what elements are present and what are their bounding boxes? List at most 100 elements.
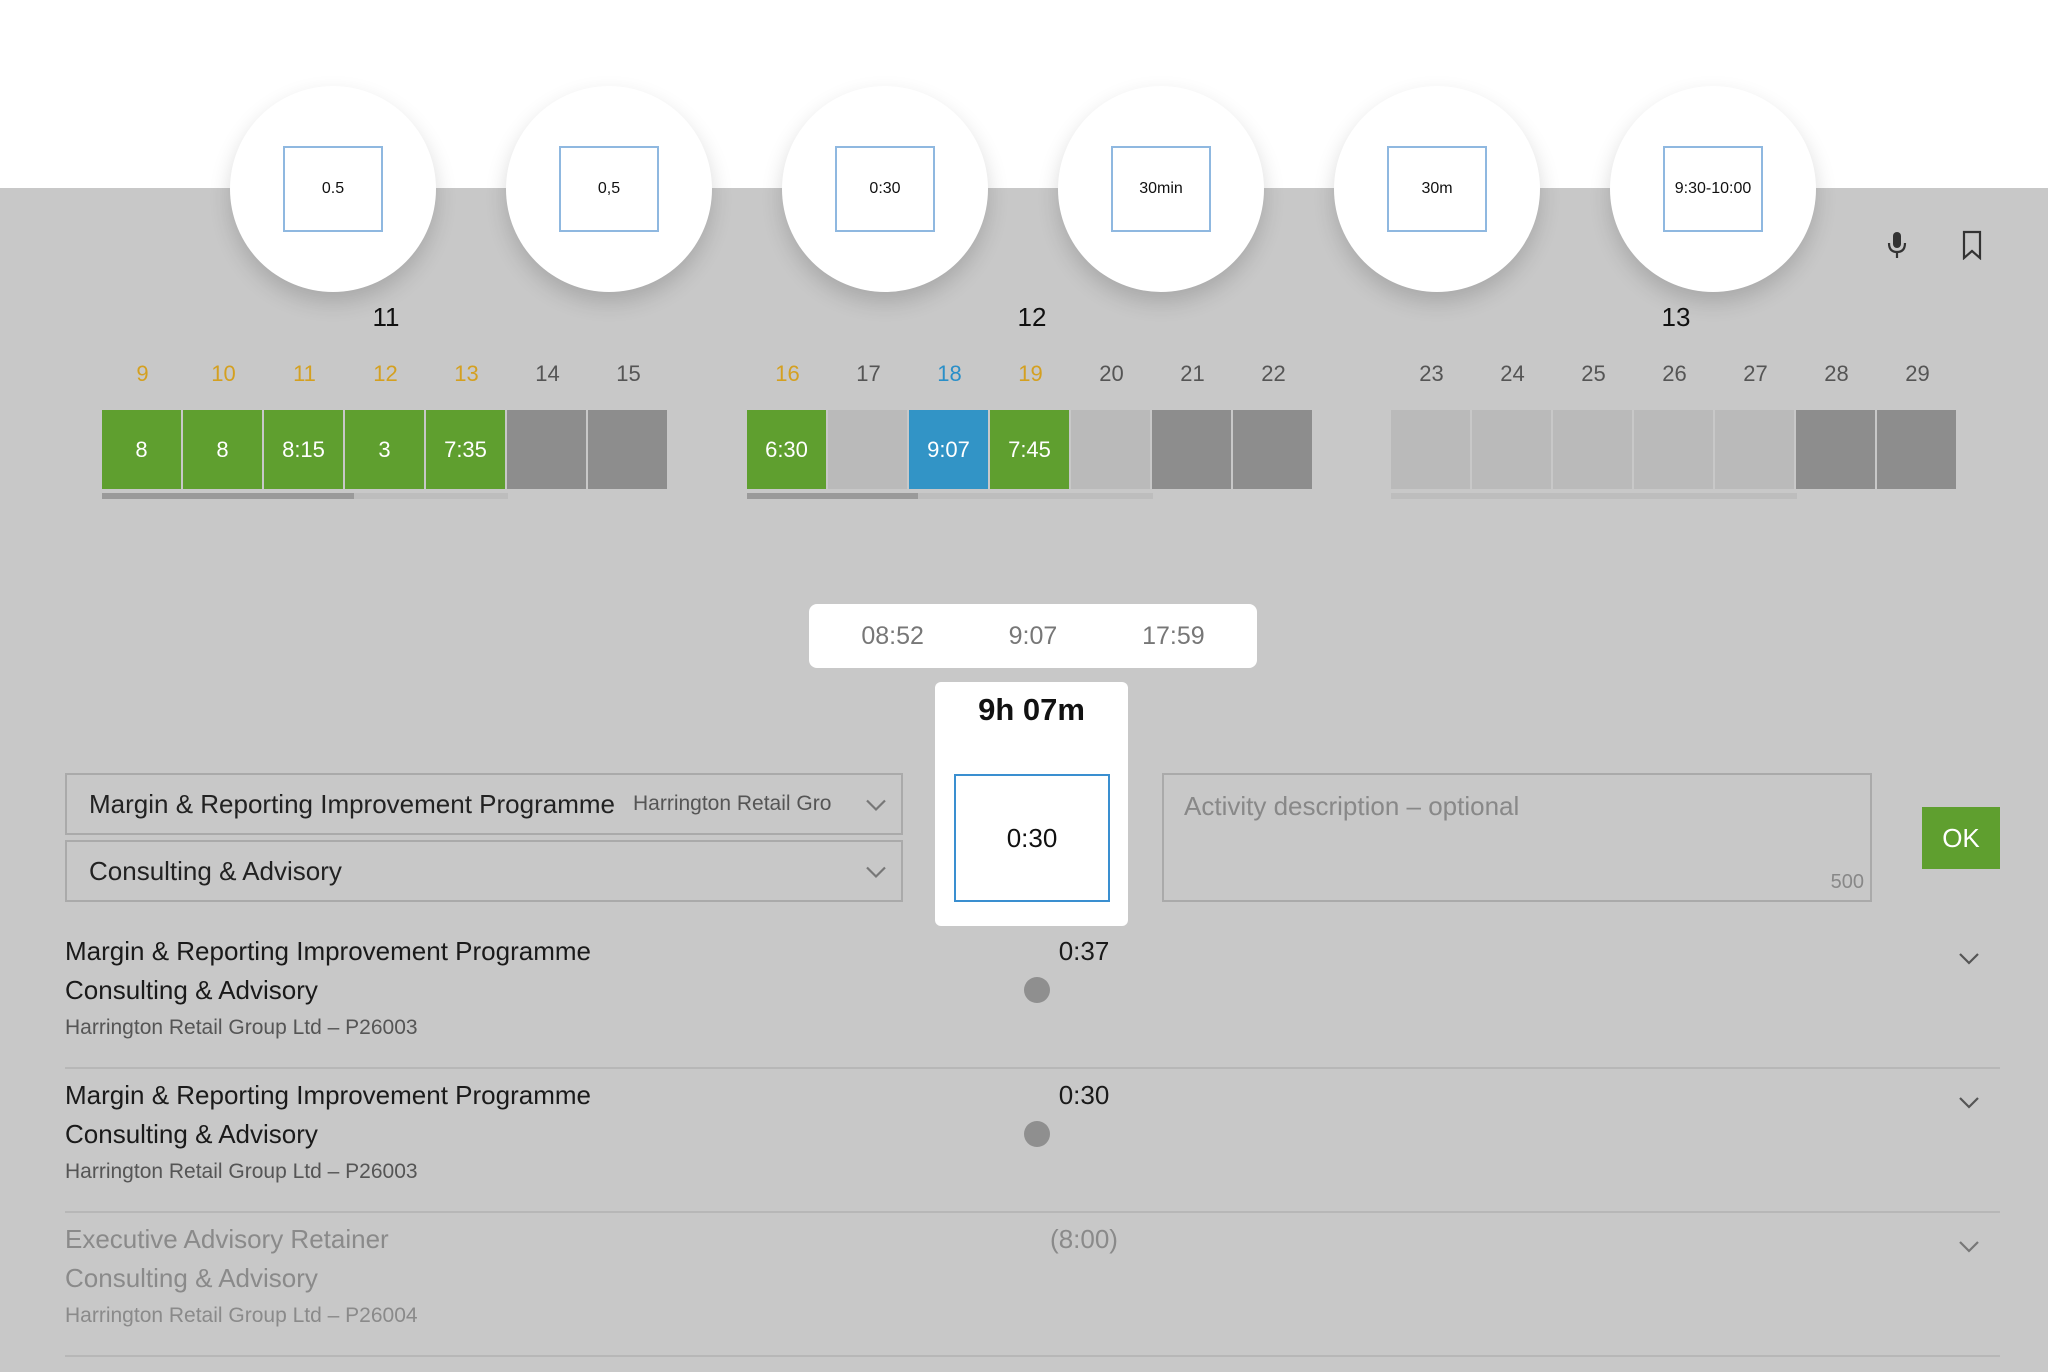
entry-time: 0:37	[1058, 936, 1110, 966]
week-progress-fill	[102, 493, 354, 499]
day-cell[interactable]	[1071, 410, 1150, 489]
time-entry[interactable]: Margin & Reporting Improvement Programme…	[65, 1070, 2000, 1213]
activity-select-value: Consulting & Advisory	[89, 855, 342, 886]
format-example-3: 0:30	[835, 146, 935, 232]
microphone-icon[interactable]	[1880, 228, 1914, 262]
week-label-11: 11	[372, 302, 400, 332]
day-cell[interactable]	[1634, 410, 1713, 489]
entry-time: (8:00)	[1050, 1224, 1118, 1254]
day-cell[interactable]: 7:45	[990, 410, 1069, 489]
day-total-time: 9:07	[1008, 621, 1058, 650]
day-number: 16	[775, 361, 800, 386]
entry-activity: Consulting & Advisory	[65, 975, 318, 1005]
day-cell[interactable]: 8	[183, 410, 262, 489]
day-number: 20	[1099, 361, 1124, 386]
day-number: 13	[454, 361, 479, 386]
entry-client: Harrington Retail Group Ltd – P26003	[65, 1016, 418, 1039]
entry-activity: Consulting & Advisory	[65, 1263, 318, 1293]
format-bubble-5: 30m	[1334, 86, 1540, 292]
chevron-down-icon[interactable]	[1958, 952, 1980, 971]
day-cell[interactable]: 3	[345, 410, 424, 489]
chevron-down-icon[interactable]	[1958, 1240, 1980, 1259]
day-cell[interactable]	[1391, 410, 1470, 489]
entry-client: Harrington Retail Group Ltd – P26003	[65, 1160, 418, 1183]
ok-button[interactable]: OK	[1922, 807, 2000, 869]
day-number: 9	[136, 361, 149, 386]
week-label-12: 12	[1017, 302, 1047, 332]
day-number: 11	[293, 361, 316, 386]
day-cell[interactable]	[1553, 410, 1632, 489]
day-number: 25	[1581, 361, 1606, 386]
entry-project: Margin & Reporting Improvement Programme	[65, 936, 591, 966]
day-number: 19	[1018, 361, 1043, 386]
time-entry[interactable]: Margin & Reporting Improvement Programme…	[65, 926, 2000, 1069]
week-label-13: 13	[1661, 302, 1691, 332]
day-number: 27	[1743, 361, 1768, 386]
day-cell[interactable]	[1233, 410, 1312, 489]
day-number: 29	[1905, 361, 1930, 386]
week-progress-fill	[747, 493, 918, 499]
day-number: 18	[937, 361, 962, 386]
day-cell[interactable]	[588, 410, 667, 489]
day-cell[interactable]	[1877, 410, 1956, 489]
day-number: 21	[1180, 361, 1205, 386]
description-placeholder: Activity description – optional	[1184, 791, 1520, 821]
format-bubble-2: 0,5	[506, 86, 712, 292]
day-start-time[interactable]: 08:52	[861, 621, 924, 650]
chevron-down-icon	[865, 789, 887, 820]
duration-total: 9h 07m	[978, 692, 1085, 727]
day-number: 10	[211, 361, 236, 386]
day-cell[interactable]: 6:30	[747, 410, 826, 489]
duration-input[interactable]: 0:30	[954, 774, 1110, 902]
format-example-6: 9:30-10:00	[1663, 146, 1763, 232]
activity-description-field[interactable]: Activity description – optional 500	[1162, 773, 1872, 902]
project-select-client: Harrington Retail Gro	[632, 792, 832, 815]
day-cell[interactable]	[1152, 410, 1231, 489]
day-cell[interactable]: 7:35	[426, 410, 505, 489]
status-dot	[1024, 1121, 1050, 1147]
week-progress-track	[1391, 493, 1797, 499]
chevron-down-icon	[865, 856, 887, 887]
project-select[interactable]: Margin & Reporting Improvement Programme…	[65, 773, 903, 835]
day-number: 26	[1662, 361, 1687, 386]
day-number: 28	[1824, 361, 1849, 386]
format-bubble-4: 30min	[1058, 86, 1264, 292]
status-dot	[1024, 977, 1050, 1003]
format-bubble-6: 9:30-10:00	[1610, 86, 1816, 292]
format-example-4: 30min	[1111, 146, 1211, 232]
chevron-down-icon[interactable]	[1958, 1096, 1980, 1115]
bookmark-icon[interactable]	[1955, 228, 1989, 262]
activity-select[interactable]: Consulting & Advisory	[65, 840, 903, 902]
day-number: 17	[856, 361, 881, 386]
day-cell[interactable]	[1472, 410, 1551, 489]
format-example-1: 0.5	[283, 146, 383, 232]
day-cell-selected[interactable]: 9:07	[909, 410, 988, 489]
day-cell[interactable]	[1715, 410, 1794, 489]
duration-panel: 9h 07m 0:30	[935, 682, 1128, 926]
day-cell[interactable]: 8	[102, 410, 181, 489]
entry-activity: Consulting & Advisory	[65, 1119, 318, 1149]
entry-client: Harrington Retail Group Ltd – P26004	[65, 1304, 418, 1327]
entry-project: Margin & Reporting Improvement Programme	[65, 1080, 591, 1110]
day-number: 24	[1500, 361, 1525, 386]
day-number: 14	[535, 361, 560, 386]
format-bubble-3: 0:30	[782, 86, 988, 292]
day-number: 23	[1419, 361, 1444, 386]
time-entry-planned[interactable]: Executive Advisory Retainer Consulting &…	[65, 1214, 2000, 1357]
week-progress-track	[747, 493, 1153, 499]
day-end-time[interactable]: 17:59	[1142, 621, 1205, 650]
day-cell[interactable]	[828, 410, 907, 489]
day-times-bar: 08:52 9:07 17:59	[809, 604, 1257, 668]
day-number: 15	[616, 361, 641, 386]
char-limit: 500	[1830, 871, 1864, 893]
format-bubble-1: 0.5	[230, 86, 436, 292]
day-cell[interactable]: 8:15	[264, 410, 343, 489]
format-example-5: 30m	[1387, 146, 1487, 232]
day-number: 12	[373, 361, 398, 386]
day-cell[interactable]	[507, 410, 586, 489]
day-cell[interactable]	[1796, 410, 1875, 489]
format-example-2: 0,5	[559, 146, 659, 232]
entry-project: Executive Advisory Retainer	[65, 1224, 389, 1254]
project-select-value: Margin & Reporting Improvement Programme	[89, 788, 615, 819]
entry-time: 0:30	[1058, 1080, 1110, 1110]
